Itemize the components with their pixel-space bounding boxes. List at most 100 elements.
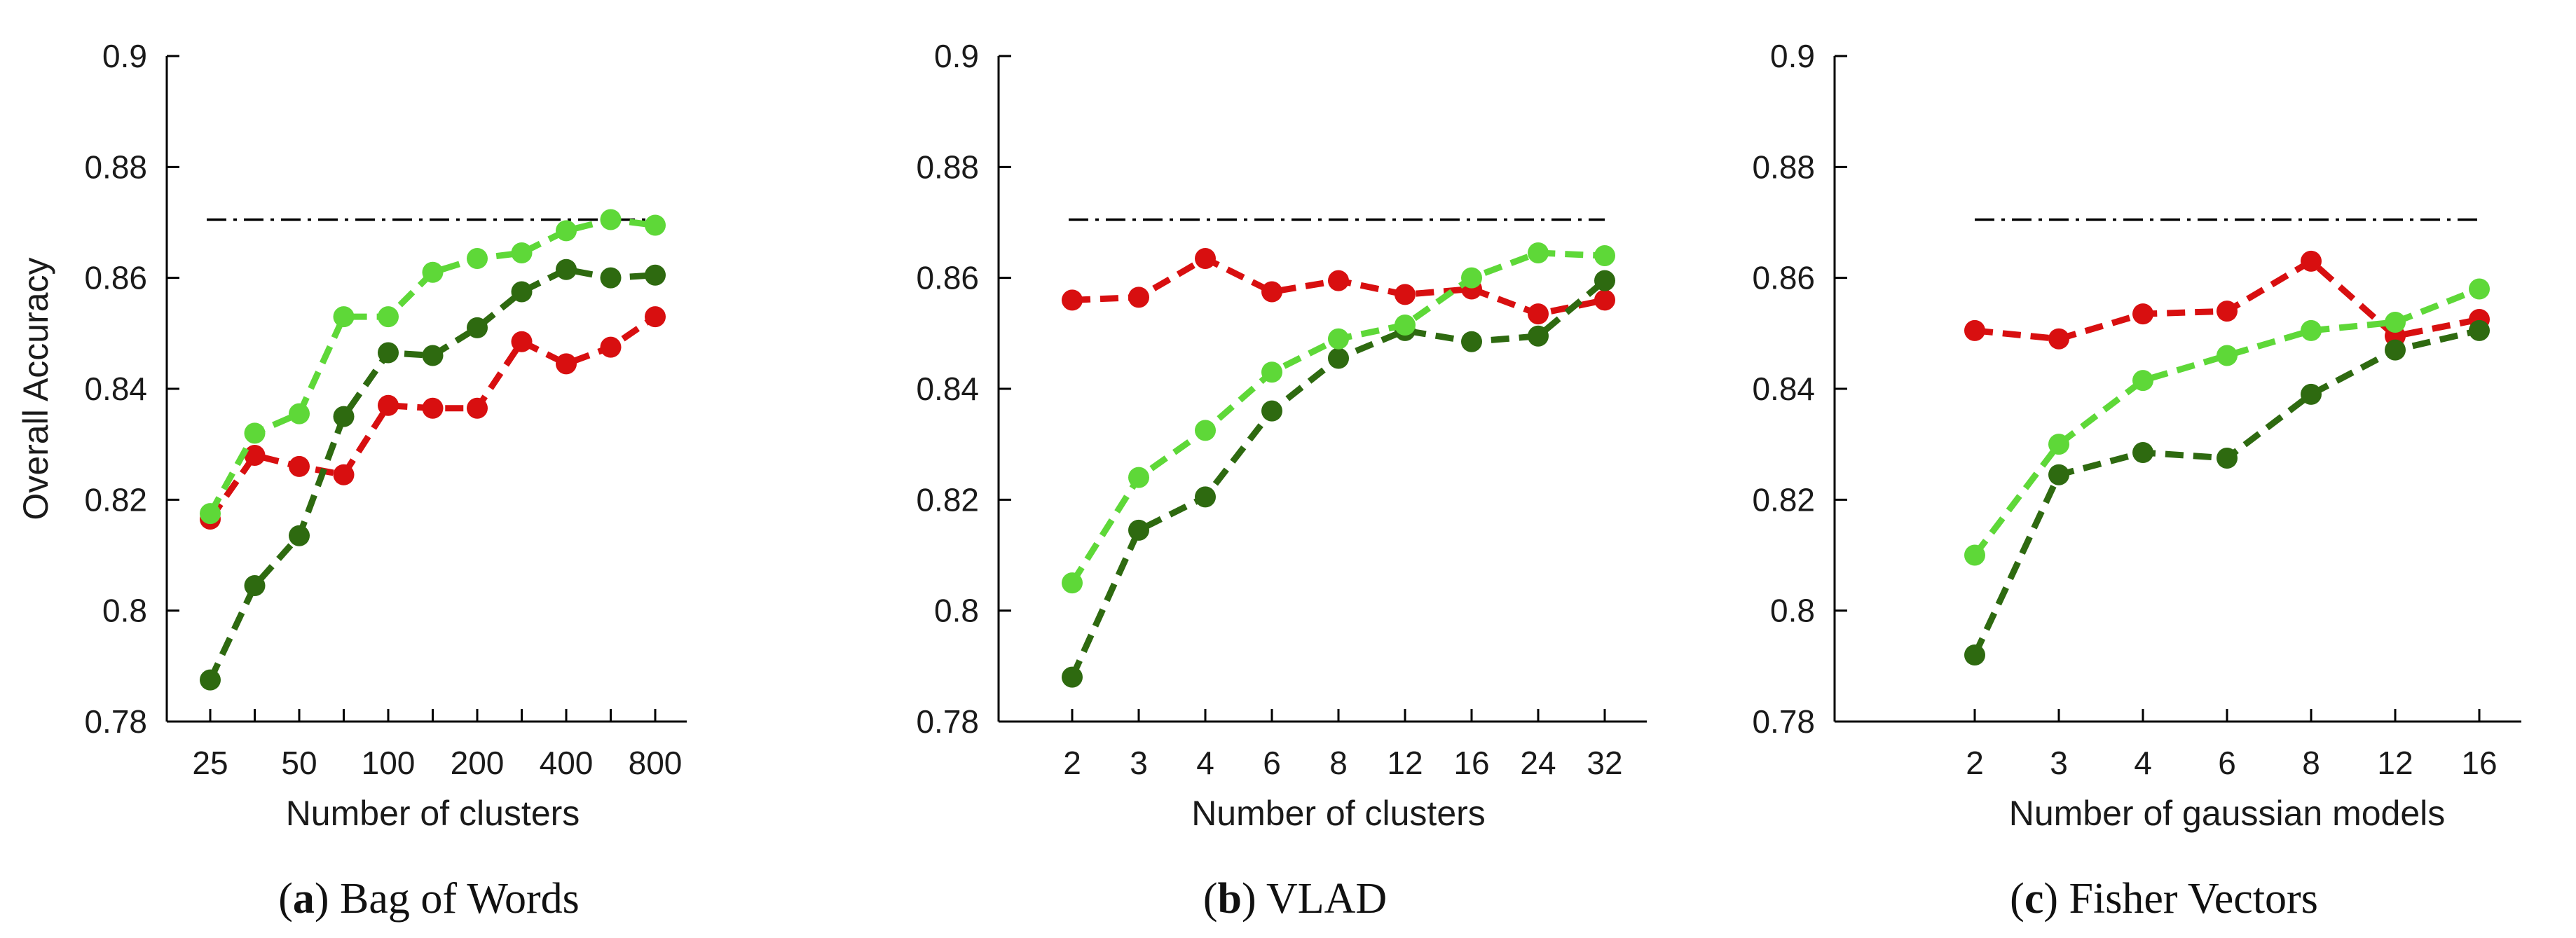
data-point-dark-green: [1594, 270, 1615, 291]
data-point-red: [244, 445, 266, 466]
data-point-dark-green: [2469, 319, 2490, 341]
y-tick-label: 0.78: [1752, 703, 1815, 740]
data-point-dark-green: [511, 281, 533, 303]
y-tick-label: 0.86: [1752, 260, 1815, 296]
data-point-light-green: [1128, 467, 1149, 488]
data-point-dark-green: [556, 258, 577, 280]
y-tick-label: 0.82: [84, 481, 147, 518]
y-tick-label: 0.84: [84, 371, 147, 407]
x-tick-label: 2: [1063, 745, 1081, 781]
data-point-light-green: [467, 247, 488, 269]
y-tick-label: 0.86: [84, 260, 147, 296]
chart-panel-a: 0.78 0.8 0.82 0.84 0.86 0.88 0.9 25 50 100 200 400 8…: [16, 38, 687, 923]
x-tick-label: 16: [1453, 745, 1489, 781]
x-tick-label: 24: [1520, 745, 1556, 781]
y-tick-label: 0.9: [102, 38, 147, 74]
data-point-dark-green: [645, 264, 666, 286]
chart-caption: (c) Fisher Vectors: [2010, 875, 2318, 923]
data-point-dark-green: [2301, 383, 2322, 405]
data-point-dark-green: [333, 406, 355, 427]
x-tick-label: 200: [451, 745, 505, 781]
y-tick-label: 0.9: [1770, 38, 1815, 74]
data-point-dark-green: [1062, 666, 1083, 688]
y-tick-label: 0.8: [934, 593, 979, 629]
data-point-dark-green: [422, 345, 444, 366]
x-axis-label: Number of clusters: [1191, 794, 1486, 833]
y-tick-label: 0.82: [916, 481, 979, 518]
data-point-dark-green: [1528, 325, 1549, 347]
caption-title: VLAD: [1266, 875, 1387, 923]
x-tick-label: 16: [2461, 745, 2497, 781]
chart-panel-b: 0.78 0.8 0.82 0.84 0.86 0.88 0.9 2 3 4 6 8 12 16 24 32 N…: [916, 38, 1647, 923]
data-point-red: [1195, 247, 1216, 269]
y-axis-label: Overall Accuracy: [16, 257, 55, 520]
data-point-red: [1062, 289, 1083, 311]
chart-caption: (a) Bag of Words: [278, 875, 580, 923]
data-point-dark-green: [1328, 347, 1349, 369]
data-point-red: [422, 397, 444, 419]
data-point-red: [1528, 303, 1549, 325]
data-point-light-green: [600, 209, 622, 230]
data-point-red: [1128, 287, 1149, 308]
data-point-light-green: [1395, 314, 1416, 336]
data-point-red: [645, 306, 666, 328]
data-point-light-green: [333, 306, 355, 328]
data-point-light-green: [378, 306, 399, 328]
x-tick-label: 400: [540, 745, 594, 781]
data-point-red: [2132, 303, 2153, 325]
y-tick-label: 0.78: [84, 703, 147, 740]
x-tick-label: 4: [1196, 745, 1214, 781]
data-point-light-green: [511, 242, 533, 264]
data-point-red: [511, 331, 533, 352]
caption-letter: b: [1217, 875, 1241, 923]
data-point-dark-green: [1195, 486, 1216, 508]
y-tick-label: 0.88: [84, 149, 147, 185]
data-point-light-green: [1461, 267, 1482, 289]
x-tick-label: 50: [281, 745, 317, 781]
x-tick-label: 100: [362, 745, 416, 781]
x-tick-label: 25: [192, 745, 228, 781]
data-point-light-green: [645, 214, 666, 236]
y-tick-label: 0.9: [934, 38, 979, 74]
series-line-dark-green: [1971, 327, 2481, 656]
y-tick-label: 0.8: [102, 593, 147, 629]
data-point-dark-green: [289, 525, 310, 546]
data-point-light-green: [2217, 345, 2238, 366]
x-tick-label: 8: [2302, 745, 2320, 781]
data-point-light-green: [1195, 420, 1216, 441]
data-point-light-green: [1062, 572, 1083, 594]
data-point-red: [467, 397, 488, 419]
y-tick-label: 0.8: [1770, 593, 1815, 629]
data-point-dark-green: [2132, 442, 2153, 464]
y-tick-label: 0.78: [916, 703, 979, 740]
data-point-light-green: [2469, 278, 2490, 300]
data-point-red: [2301, 250, 2322, 272]
data-point-red: [2048, 328, 2069, 350]
data-point-light-green: [2385, 312, 2406, 333]
data-point-dark-green: [200, 669, 221, 691]
data-point-light-green: [2048, 434, 2069, 455]
x-tick-label: 6: [2218, 745, 2236, 781]
data-point-dark-green: [1128, 519, 1149, 541]
y-tick-label: 0.82: [1752, 481, 1815, 518]
data-point-dark-green: [2217, 447, 2238, 469]
data-point-red: [1964, 319, 1985, 341]
series-line-light-green: [1069, 249, 1605, 585]
x-tick-label: 3: [1130, 745, 1148, 781]
y-tick-label: 0.86: [916, 260, 979, 296]
x-tick-label: 800: [629, 745, 683, 781]
data-point-light-green: [200, 503, 221, 525]
x-tick-label: 12: [1387, 745, 1423, 781]
data-point-light-green: [1328, 328, 1349, 350]
data-point-dark-green: [2048, 464, 2069, 485]
data-point-dark-green: [1261, 400, 1282, 422]
data-point-dark-green: [600, 267, 622, 289]
data-point-dark-green: [1964, 644, 1985, 665]
series-line-light-green: [1972, 286, 2481, 558]
x-tick-label: 6: [1263, 745, 1281, 781]
data-point-red: [378, 394, 399, 416]
caption-title: Bag of Words: [340, 875, 580, 923]
series-line-dark-green: [207, 266, 656, 682]
x-tick-label: 12: [2377, 745, 2413, 781]
